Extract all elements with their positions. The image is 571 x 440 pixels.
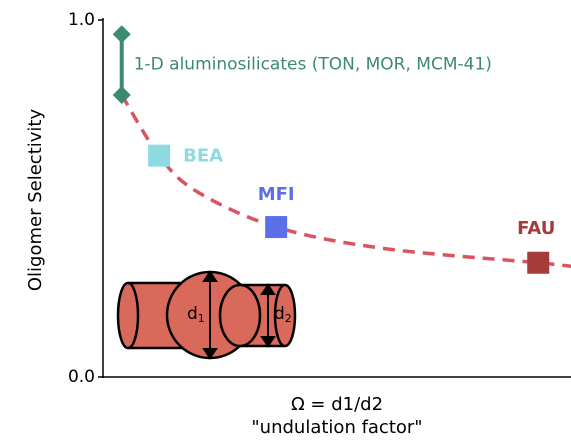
d1-label: d1 — [187, 304, 205, 325]
diamond-marker — [112, 25, 131, 44]
y-axis-label: Oligomer Selectivity — [25, 109, 46, 292]
x-axis-sublabel: "undulation factor" — [251, 417, 422, 438]
y-tick-label: 1.0 — [68, 10, 95, 30]
diamond-marker — [112, 85, 131, 104]
x-axis-label: Ω = d1/d2 — [291, 394, 383, 415]
square-marker — [265, 216, 288, 239]
point-label: FAU — [517, 218, 555, 239]
y-tick-label: 0.0 — [68, 367, 95, 387]
point-label: 1-D aluminosilicates (TON, MOR, MCM-41) — [134, 54, 492, 74]
trend-line — [120, 94, 571, 269]
point-label: BEA — [183, 146, 223, 167]
point-label: MFI — [258, 184, 295, 205]
pore-illustration — [116, 270, 297, 360]
square-marker — [148, 144, 171, 167]
d2-label: d2 — [274, 304, 292, 325]
square-marker — [527, 251, 550, 274]
